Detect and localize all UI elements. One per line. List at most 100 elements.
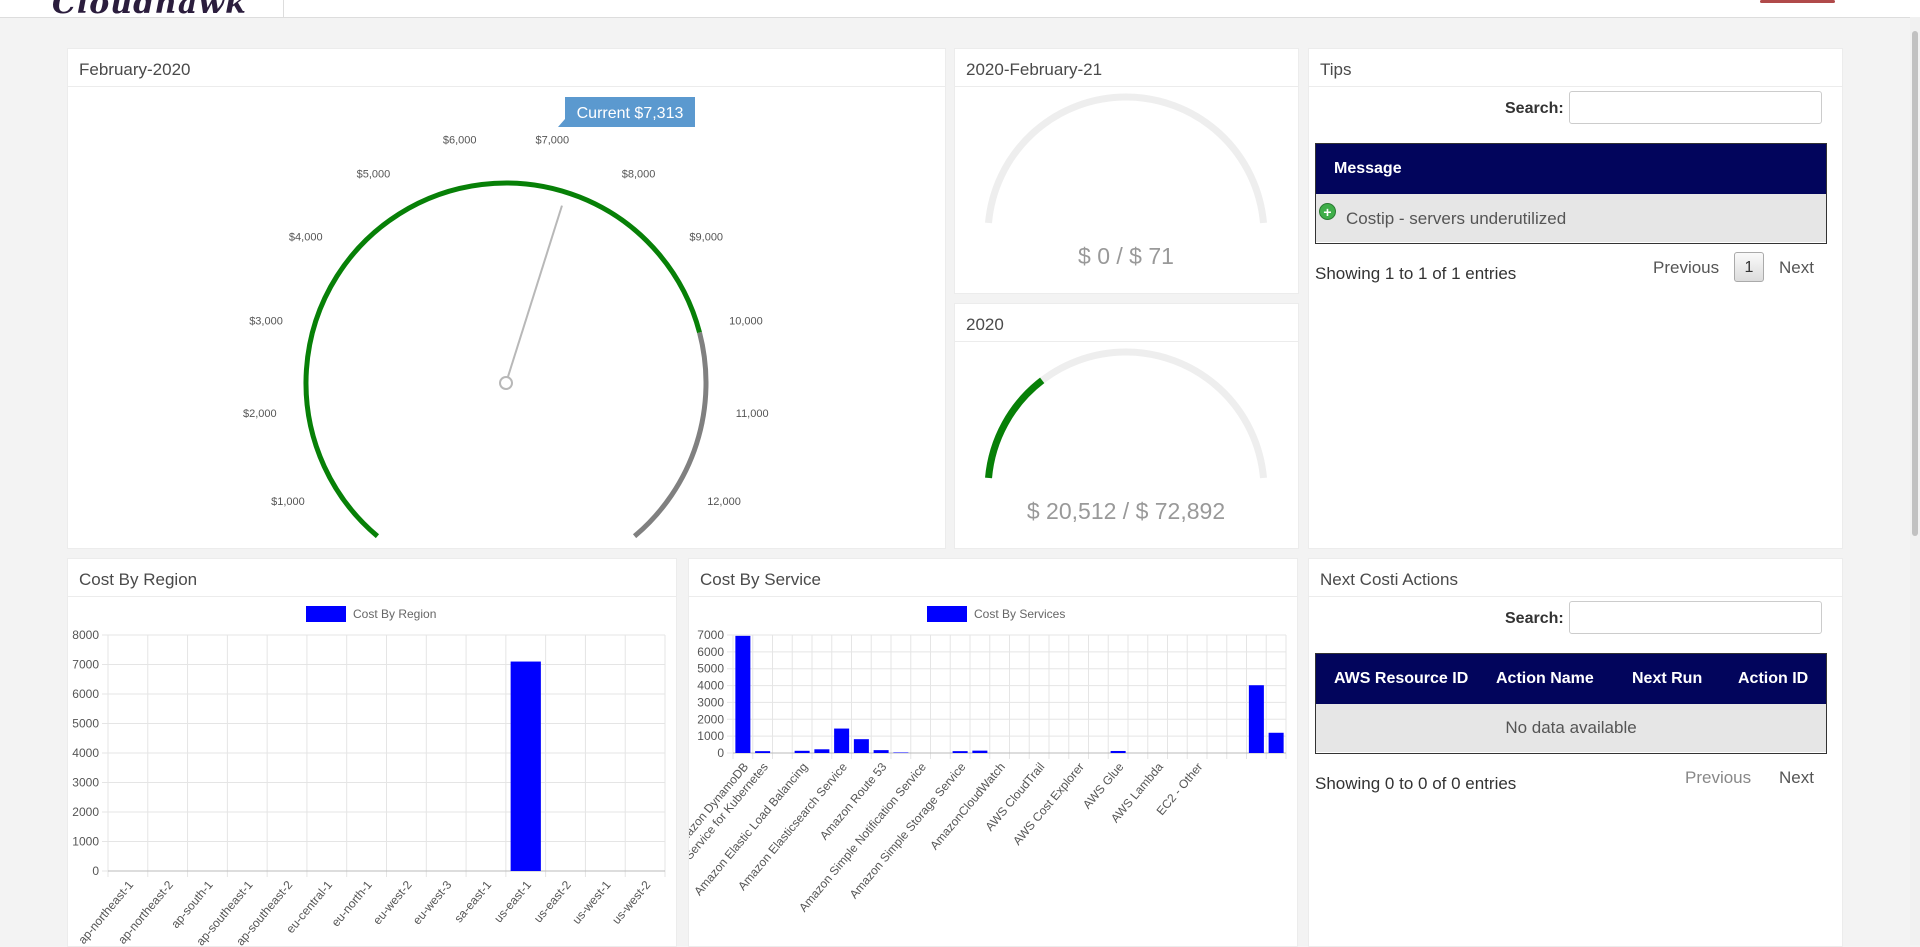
bar xyxy=(873,750,889,753)
x-tick-label: us-east-1 xyxy=(491,878,534,926)
bar xyxy=(1268,732,1284,753)
gauge-tick-label: $5,000 xyxy=(357,168,391,180)
y-tick-label: 4000 xyxy=(697,679,724,693)
x-tick-label: us-east-2 xyxy=(531,878,574,926)
chart-legend: Cost By Services xyxy=(927,606,1065,622)
panel-title: 2020 xyxy=(966,315,1004,334)
empty-row: No data available xyxy=(1316,704,1826,752)
next-page-button[interactable]: Next xyxy=(1779,258,1814,277)
bar xyxy=(834,728,850,753)
tooltip-box xyxy=(565,97,695,127)
gauge-tick-label: $4,000 xyxy=(289,232,323,244)
table-info: Showing 1 to 1 of 1 entries xyxy=(1315,264,1517,283)
legend-label: Cost By Region xyxy=(353,607,436,621)
x-tick-label: us-west-1 xyxy=(569,878,613,927)
gauge-tick-label: $8,000 xyxy=(622,168,656,180)
month-gauge-panel: February-2020 $0$1,000$2,000$3,000$4,000… xyxy=(67,48,946,549)
y-tick-label: 7000 xyxy=(697,628,724,642)
tooltip-label: Current $7,313 xyxy=(577,105,684,122)
y-tick-label: 5000 xyxy=(697,662,724,676)
y-tick-label: 3000 xyxy=(697,695,724,709)
bar xyxy=(510,661,541,871)
y-tick-label: 1000 xyxy=(697,729,724,743)
x-tick-label: sa-east-1 xyxy=(451,878,494,926)
bar xyxy=(735,635,751,753)
x-tick-label: eu-north-1 xyxy=(329,878,376,930)
gauge-fill xyxy=(985,377,1045,479)
user-menu-edge[interactable] xyxy=(1760,0,1835,3)
legend-swatch xyxy=(927,606,967,622)
gauge-tick-label: 12,000 xyxy=(707,496,741,508)
gauge-green-band xyxy=(303,180,702,539)
y-tick-label: 5000 xyxy=(72,717,99,731)
gauge-tick-label: 11,000 xyxy=(736,408,769,420)
gauge-tick-label: $3,000 xyxy=(249,315,283,327)
gauge-grey-band xyxy=(632,331,709,539)
x-tick-label: eu-west-3 xyxy=(410,878,455,928)
legend-label: Cost By Services xyxy=(974,607,1065,621)
panel-title: Next Costi Actions xyxy=(1320,570,1458,589)
y-tick-label: 4000 xyxy=(72,746,99,760)
column-header-action-name[interactable]: Action Name xyxy=(1496,670,1594,687)
empty-message: No data available xyxy=(1505,718,1637,737)
gauge-tick-label: $6,000 xyxy=(443,134,477,146)
gauge-needle xyxy=(505,205,563,384)
gauge-value-label: $ 20,512 / $ 72,892 xyxy=(1027,498,1225,524)
gauge-track xyxy=(985,93,1267,224)
bar xyxy=(952,751,968,753)
gauge-tick-label: 10,000 xyxy=(729,315,763,327)
y-tick-label: 2000 xyxy=(697,712,724,726)
tip-message: Costip - servers underutilized xyxy=(1346,209,1567,228)
navbar-divider xyxy=(283,0,284,17)
y-tick-label: 7000 xyxy=(72,658,99,672)
gauge-tooltip: Current $7,313 xyxy=(558,97,695,127)
table-header[interactable]: Message xyxy=(1316,144,1826,194)
gauge-tick-label: $2,000 xyxy=(243,408,277,420)
cost-by-region-panel: Cost By Region Cost By Region 0 1000 2000 30… xyxy=(67,558,677,947)
y-tick-label: 8000 xyxy=(72,628,99,642)
day-gauge-panel: 2020-February-21 $ 0 / $ 71 xyxy=(954,48,1299,294)
day-gauge-chart: $ 0 / $ 71 xyxy=(985,93,1267,269)
gauge-tick-label: $7,000 xyxy=(536,134,570,146)
x-tick-label: us-west-2 xyxy=(609,878,653,927)
search-input[interactable] xyxy=(1569,601,1822,634)
page-1-button[interactable]: 1 xyxy=(1734,252,1764,282)
legend-swatch xyxy=(306,606,346,622)
page-scrollbar[interactable] xyxy=(1910,17,1920,945)
cost-by-service-chart: Cost By Services 0 1000 2000 3000 4000 5000 600… xyxy=(689,606,1287,946)
column-header-next-run[interactable]: Next Run xyxy=(1632,670,1703,687)
column-header-action-id[interactable]: Action ID xyxy=(1738,670,1809,687)
y-tick-label: 6000 xyxy=(72,687,99,701)
search-input[interactable] xyxy=(1569,91,1822,124)
previous-page-button[interactable]: Previous xyxy=(1685,768,1752,787)
month-gauge-chart: $0$1,000$2,000$3,000$4,000$5,000$6,000$7… xyxy=(243,97,769,539)
table-header: AWS Resource ID Action Name Next Run Act… xyxy=(1316,654,1826,704)
expand-plus-icon[interactable]: + xyxy=(1319,203,1336,220)
y-tick-label: 3000 xyxy=(72,776,99,790)
y-tick-label: 0 xyxy=(92,864,99,878)
bar xyxy=(1248,685,1264,753)
search-label: Search: xyxy=(1505,610,1564,627)
cost-by-region-chart: Cost By Region 0 1000 2000 3000 4000 5000 6000 7… xyxy=(72,606,666,946)
panel-title: Cost By Region xyxy=(79,570,198,589)
y-tick-label: 1000 xyxy=(72,835,99,849)
x-tick-label: AWS Cost Explorer xyxy=(1010,760,1087,848)
app-logo[interactable]: Cloudhawk xyxy=(52,0,247,18)
next-page-button[interactable]: Next xyxy=(1779,768,1814,787)
next-actions-panel: Next Costi Actions Search: AWS Resource … xyxy=(1308,558,1843,947)
table-row[interactable]: + Costip - servers underutilized xyxy=(1316,194,1826,242)
actions-table: AWS Resource ID Action Name Next Run Act… xyxy=(1315,653,1827,754)
bar xyxy=(814,749,830,753)
y-tick-label: 2000 xyxy=(72,805,99,819)
scrollbar-thumb[interactable] xyxy=(1912,31,1918,536)
previous-page-button[interactable]: Previous xyxy=(1653,258,1720,277)
search-label: Search: xyxy=(1505,100,1564,117)
y-tick-label: 0 xyxy=(717,746,724,760)
gauge-track xyxy=(985,348,1267,479)
column-header-message[interactable]: Message xyxy=(1334,160,1402,177)
x-tick-label: eu-west-2 xyxy=(370,878,415,928)
column-header-resource-id[interactable]: AWS Resource ID xyxy=(1334,670,1469,687)
year-gauge-panel: 2020 $ 20,512 / $ 72,892 xyxy=(954,303,1299,549)
year-gauge-chart: $ 20,512 / $ 72,892 xyxy=(985,348,1267,524)
chart-legend: Cost By Region xyxy=(306,606,436,622)
